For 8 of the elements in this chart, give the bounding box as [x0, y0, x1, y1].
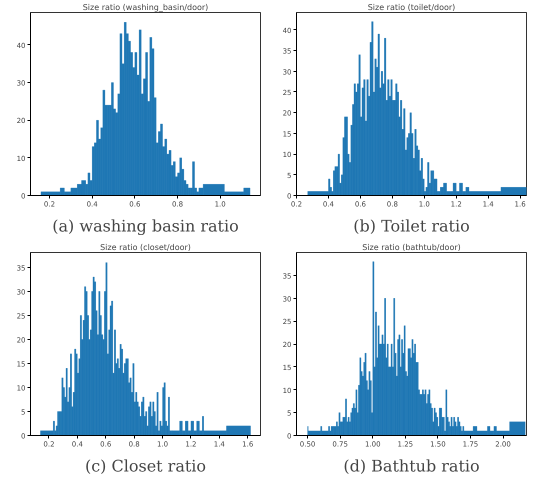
- text: (a) washing basin ratio: [52, 216, 239, 236]
- text: (d) Bathtub ratio: [343, 456, 480, 476]
- chart-title: Size ratio (washing_basin/door): [82, 3, 208, 12]
- text: (b) Toilet ratio: [353, 216, 470, 236]
- text: (c) Closet ratio: [84, 456, 206, 476]
- chart-title: Size ratio (toilet/door): [368, 3, 456, 12]
- chart-title: Size ratio (closet/door): [100, 243, 191, 252]
- chart-title: Size ratio (bathtub/door): [362, 243, 461, 252]
